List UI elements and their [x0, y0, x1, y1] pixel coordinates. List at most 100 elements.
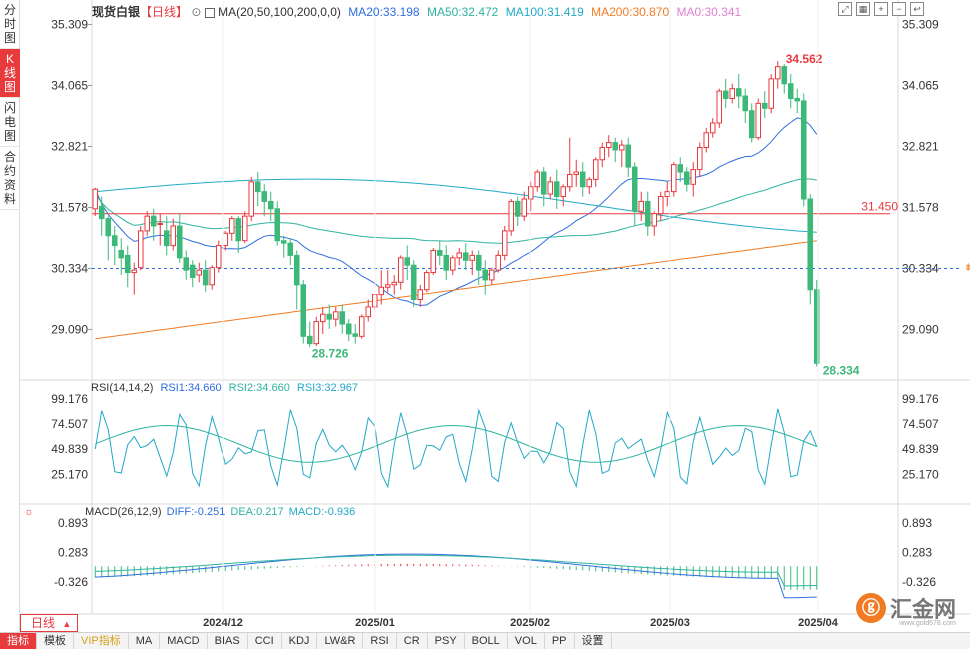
rsi2-value: RSI2:34.660: [228, 382, 290, 394]
fullscreen-icon[interactable]: ⤢: [838, 2, 852, 16]
macd-tick-right: -0.326: [902, 575, 936, 589]
candle-body: [300, 284, 307, 337]
macd-settings-icon[interactable]: ☼: [24, 506, 35, 518]
rsi-tick-right: 99.176: [902, 392, 939, 406]
candle-body: [105, 218, 112, 237]
rsi-header: RSI(14,14,2) RSI1:34.660 RSI2:34.660 RSI…: [91, 382, 358, 394]
candle-body: [202, 269, 209, 286]
sidebar-tab-0[interactable]: 分时图: [0, 0, 20, 49]
candle-body: [365, 306, 372, 318]
candle-body: [755, 102, 762, 139]
gold678-logo: ⓖ 汇金网 www.gold678.com: [855, 592, 956, 627]
indicator-11[interactable]: PSY: [428, 633, 465, 649]
candle-body: [729, 88, 736, 99]
resistance-label: 31.450: [861, 200, 898, 214]
candle-body: [475, 254, 482, 271]
price-tick-left: 29.090: [51, 322, 88, 336]
indicator-7[interactable]: KDJ: [282, 633, 318, 649]
candle-body: [456, 252, 463, 259]
candle-body: [443, 254, 450, 271]
candle-body: [228, 218, 235, 234]
candle-body: [573, 171, 580, 175]
candle-body: [677, 164, 684, 173]
candle-body: [735, 88, 742, 97]
period-selector[interactable]: 日线 ▲: [20, 614, 78, 632]
macd-tick-right: 0.283: [902, 545, 932, 559]
candle-body: [352, 333, 359, 337]
grid-icon[interactable]: ▦: [856, 2, 870, 16]
rsi-tick-left: 74.507: [51, 417, 88, 431]
candle-body: [313, 321, 320, 345]
price-tick-left: 31.578: [51, 200, 88, 214]
diff-value: DIFF:-0.251: [166, 506, 226, 518]
indicator-10[interactable]: CR: [397, 633, 428, 649]
candle-body: [391, 281, 398, 286]
indicator-3[interactable]: MA: [129, 633, 161, 649]
candle-body: [534, 171, 541, 188]
indicator-14[interactable]: PP: [545, 633, 575, 649]
back-icon[interactable]: ↩: [910, 2, 924, 16]
macd-tick-right: 0.893: [902, 516, 932, 530]
ma0-value: MA0:30.341: [676, 5, 742, 19]
period-tag: 【日线】: [140, 5, 189, 19]
plus-icon[interactable]: +: [874, 2, 888, 16]
candle-body: [540, 171, 547, 195]
candle-body: [748, 110, 755, 139]
candle-body: [787, 83, 794, 99]
macd-label: MACD(26,12,9): [85, 506, 162, 518]
candle-body: [345, 323, 352, 335]
ma-label: MA(20,50,100,200,0,0): [218, 5, 341, 19]
candle-body: [683, 171, 690, 185]
candle-body: [488, 269, 495, 281]
candle-body: [306, 335, 313, 345]
indicator-15[interactable]: 设置: [575, 633, 612, 649]
candle-body: [722, 90, 729, 99]
indicator-bar: 指标 模板 VIP指标 MA MACD BIAS CCI KDJ LW&R RSI CR PSY BOL…: [0, 632, 970, 649]
rsi-tick-left: 49.839: [51, 442, 88, 456]
indicator-13[interactable]: VOL: [508, 633, 545, 649]
price-tick-right: 31.578: [902, 200, 939, 214]
settings-small-icon[interactable]: ⊙: [191, 5, 202, 19]
price-tick-left: 30.334: [51, 261, 88, 275]
candle-body: [709, 122, 716, 134]
indicator-1[interactable]: 模板: [37, 633, 74, 649]
minus-icon[interactable]: −: [892, 2, 906, 16]
indicator-2[interactable]: VIP指标: [74, 633, 129, 649]
candle-body: [462, 252, 469, 261]
candle-body: [170, 225, 177, 247]
indicator-9[interactable]: RSI: [363, 633, 397, 649]
low-label-right: 28.334: [823, 364, 860, 378]
sidebar-tab-2[interactable]: 闪电图: [0, 98, 20, 147]
indicator-12[interactable]: BOLL: [465, 633, 508, 649]
kline-chart[interactable]: 35.309 35.309 34.065 34.065 32.821 32.821 31.5…: [20, 0, 970, 632]
candle-body: [800, 100, 807, 200]
ma-checkbox-icon[interactable]: [204, 7, 215, 18]
candle-body: [378, 286, 385, 296]
rsi1-value: RSI1:34.660: [160, 382, 222, 394]
candle-body: [449, 257, 456, 271]
macd-tick-left: 0.893: [58, 516, 88, 530]
date-label: 2025/03: [650, 617, 690, 629]
symbol-name: 现货白银: [92, 5, 141, 19]
candle-body: [196, 269, 203, 276]
candle-body: [592, 159, 599, 180]
ma100-line: [95, 178, 817, 233]
date-label: 2025/01: [355, 617, 395, 629]
rsi1-line: [94, 408, 818, 489]
indicator-4[interactable]: MACD: [160, 633, 208, 649]
ma50-value: MA50:32.472: [426, 5, 499, 19]
indicator-6[interactable]: CCI: [248, 633, 282, 649]
sidebar-tab-3[interactable]: 合约资料: [0, 147, 20, 210]
indicator-8[interactable]: LW&R: [317, 633, 364, 649]
ma200-value: MA200:30.870: [591, 5, 670, 19]
price-tick-left: 34.065: [51, 78, 88, 92]
candle-body: [280, 240, 287, 244]
indicator-0[interactable]: 指标: [0, 633, 37, 649]
candle-body: [176, 225, 183, 259]
candle-body: [319, 313, 326, 323]
candle-body: [599, 147, 606, 161]
candle-body: [664, 191, 671, 198]
indicator-5[interactable]: BIAS: [208, 633, 248, 649]
candle-body: [651, 213, 658, 227]
